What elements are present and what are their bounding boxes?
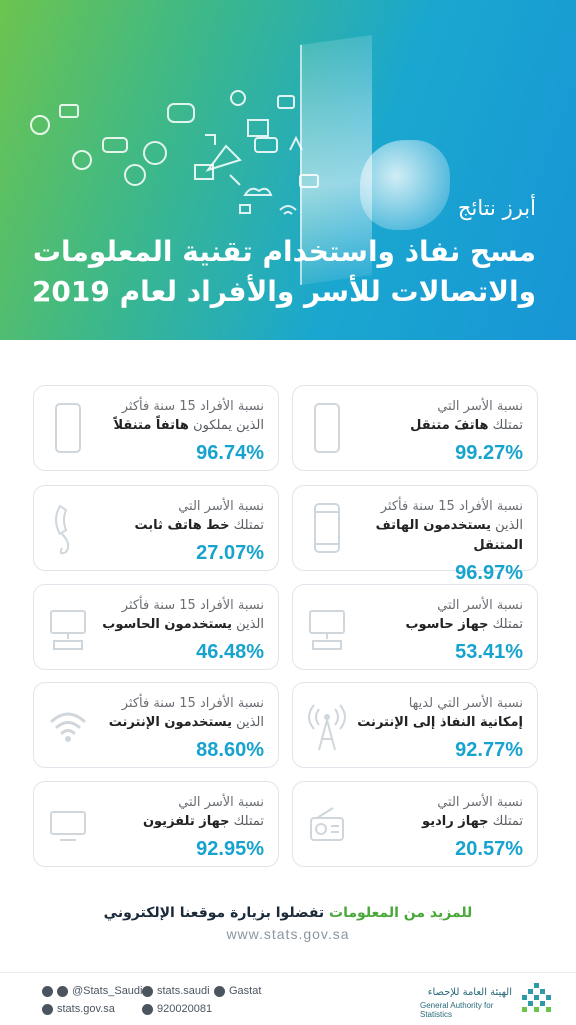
footer-bar: @Stats_Saudi stats.gov.sa stats.saudi 92…	[0, 972, 576, 1025]
linkedin-icon	[214, 985, 225, 997]
stat-card-households-landline: نسبة الأسر التي تمتلك خط هاتف ثابت 27.07…	[33, 485, 279, 571]
card-value: 96.97%	[455, 562, 523, 584]
gastat-mark-icon	[522, 983, 551, 1012]
phone-icon	[142, 1003, 153, 1015]
card-label: نسبة الأسر التي	[437, 399, 523, 414]
stat-card-households-internet: نسبة الأسر التي لديها إمكانية النفاذ إلى…	[292, 682, 538, 768]
card-value: 92.95%	[196, 838, 264, 860]
mobile-phone-icon	[55, 403, 81, 453]
stat-card-individuals-computer: نسبة الأفراد 15 سنة فأكثر الذين يستخدمون…	[33, 584, 279, 670]
card-label: نسبة الأسر التي	[437, 598, 523, 613]
stat-card-individuals-internet: نسبة الأفراد 15 سنة فأكثر الذين يستخدمون…	[33, 682, 279, 768]
card-value: 27.07%	[196, 542, 264, 564]
facebook-handle[interactable]: stats.saudi	[142, 985, 210, 997]
more-info-text: للمزيد من المعلومات تفضلوا بزيارة موقعنا…	[103, 905, 473, 921]
computer-icon	[309, 610, 345, 650]
title-line-2: والاتصالات للأسر والأفراد لعام 2019	[31, 275, 536, 308]
card-label-detail: تمتلك هاتفَ متنقل	[410, 418, 523, 433]
card-label: نسبة الأفراد 15 سنة فأكثر	[380, 499, 523, 514]
card-value: 46.48%	[196, 641, 264, 663]
card-value: 88.60%	[196, 739, 264, 761]
instagram-icon	[57, 985, 68, 997]
stat-card-individuals-own-mobile: نسبة الأفراد 15 سنة فأكثر الذين يملكون ه…	[33, 385, 279, 471]
computer-icon	[50, 610, 86, 650]
logo-text-ar: الهيئة العامة للإحصاء	[427, 987, 512, 998]
stat-card-households-computer: نسبة الأسر التي تمتلك جهاز حاسوب 53.41%	[292, 584, 538, 670]
card-label-detail: تمتلك جهاز تلفزيون	[142, 814, 264, 829]
stat-card-individuals-use-mobile: نسبة الأفراد 15 سنة فأكثر الذين يستخدمون…	[292, 485, 538, 584]
gastat-logo: الهيئة العامة للإحصاء General Authority …	[420, 981, 560, 1021]
card-value: 20.57%	[455, 838, 523, 860]
globe-icon	[42, 1003, 53, 1015]
card-label-detail: تمتلك جهاز حاسوب	[405, 617, 523, 632]
wifi-icon	[50, 712, 86, 742]
hand-illustration	[360, 140, 450, 230]
card-label: نسبة الأفراد 15 سنة فأكثر	[121, 399, 264, 414]
radio-icon	[310, 807, 344, 841]
website-link[interactable]: www.stats.gov.sa	[226, 926, 350, 942]
card-label-detail: الذين يملكون هاتفاً متنقلاً	[113, 418, 265, 433]
card-label: نسبة الأسر التي	[437, 795, 523, 810]
landline-phone-icon	[55, 504, 70, 555]
card-label-detail: إمكانية النفاذ إلى الإنترنت	[357, 715, 523, 730]
card-label-detail: تمتلك جهاز راديو	[422, 814, 523, 829]
logo-text-en: General Authority for Statistics	[420, 1001, 494, 1019]
facebook-icon	[142, 985, 153, 997]
page-title: مسح نفاذ واستخدام تقنية المعلومات والاتص…	[16, 232, 536, 312]
smartphone-icon	[314, 503, 340, 553]
card-value: 99.27%	[455, 442, 523, 464]
website-handle[interactable]: stats.gov.sa	[42, 1003, 115, 1015]
card-label: نسبة الأسر التي لديها	[408, 696, 523, 711]
card-value: 96.74%	[196, 442, 264, 464]
linkedin-handle[interactable]: Gastat	[214, 985, 261, 997]
twitter-icon	[42, 985, 53, 997]
card-label-detail: الذين يستخدمون الهاتف المتنقل	[375, 518, 523, 553]
stat-card-households-mobile: نسبة الأسر التي تمتلك هاتفَ متنقل 99.27%	[292, 385, 538, 471]
header-subtitle: أبرز نتائج	[457, 196, 536, 220]
card-value: 92.77%	[455, 739, 523, 761]
mobile-phone-icon	[314, 403, 340, 453]
stat-card-households-radio: نسبة الأسر التي تمتلك جهاز راديو 20.57%	[292, 781, 538, 867]
antenna-icon	[308, 704, 346, 751]
card-label: نسبة الأفراد 15 سنة فأكثر	[121, 598, 264, 613]
twitter-instagram-handle[interactable]: @Stats_Saudi	[42, 985, 143, 997]
stat-card-households-tv: نسبة الأسر التي تمتلك جهاز تلفزيون 92.95…	[33, 781, 279, 867]
card-value: 53.41%	[455, 641, 523, 663]
tv-icon	[50, 811, 86, 841]
card-label-detail: الذين يستخدمون الإنترنت	[108, 715, 264, 730]
hero-banner: أبرز نتائج مسح نفاذ واستخدام تقنية المعل…	[0, 0, 576, 340]
technology-icons-cluster	[30, 90, 319, 215]
card-label: نسبة الأسر التي	[178, 795, 264, 810]
title-line-1: مسح نفاذ واستخدام تقنية المعلومات	[32, 235, 536, 268]
card-label-detail: الذين يستخدمون الحاسوب	[102, 617, 264, 632]
card-label: نسبة الأسر التي	[178, 499, 264, 514]
card-label-detail: تمتلك خط هاتف ثابت	[134, 518, 264, 533]
phone-number[interactable]: 920020081	[142, 1003, 212, 1015]
card-label: نسبة الأفراد 15 سنة فأكثر	[121, 696, 264, 711]
